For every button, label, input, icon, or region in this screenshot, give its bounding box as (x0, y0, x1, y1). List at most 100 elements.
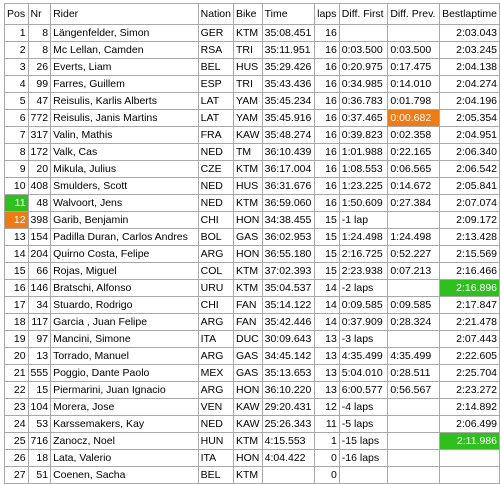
table-row[interactable]: 6 772 Reisulis, Janis Martins LAT YAM 35:45.9… (4, 109, 500, 127)
cell-diff-first: -2 laps (338, 279, 389, 297)
cell-rider: Reisulis, Karlis Alberts (50, 92, 199, 110)
column-header-pos[interactable]: Pos (4, 3, 29, 25)
cell-nation: ARG (197, 313, 234, 331)
cell-diff-prev: 0:03.500 (387, 41, 441, 59)
cell-nation: FRA (197, 126, 234, 144)
cell-rider: Morera, Jose (50, 398, 199, 416)
results-table: Pos Nr Rider Nation Bike Time laps Diff.… (4, 3, 500, 484)
table-row[interactable]: 11 48 Walvoort, Jens NED KTM 36:59.060 16 1:50.… (4, 194, 500, 212)
cell-nr: 53 (27, 415, 52, 433)
table-row[interactable]: 24 53 Karssemakers, Kay NED KAW 25:26.343 11 -5… (4, 415, 500, 433)
column-header-diff-prev[interactable]: Diff. Prev. (387, 3, 441, 25)
table-row[interactable]: 15 66 Rojas, Miguel COL KTM 37:02.393 15 2:23.9… (4, 262, 500, 280)
cell-rider: Mc Lellan, Camden (50, 41, 199, 59)
cell-bike: KAW (232, 398, 263, 416)
cell-time: 4:15.553 (261, 432, 316, 450)
column-header-rider[interactable]: Rider (50, 3, 199, 25)
table-row[interactable]: 10 408 Smulders, Scott NED HUS 36:31.676 16 1:2… (4, 177, 500, 195)
table-body: 1 8 Längenfelder, Simon GER KTM 35:08.451 16 2:… (4, 24, 500, 484)
column-header-bike[interactable]: Bike (232, 3, 263, 25)
cell-time: 4:04.422 (261, 449, 316, 467)
cell-nation: ESP (197, 75, 234, 93)
cell-rider: Smulders, Scott (50, 177, 199, 195)
cell-diff-prev: 0:00.682 (387, 109, 441, 127)
table-row[interactable]: 23 104 Morera, Jose VEN KAW 29:20.431 12 -4 lap… (4, 398, 500, 416)
cell-laps: 0 (314, 449, 340, 467)
cell-bestlaptime: 2:06.340 (439, 143, 500, 161)
cell-nation: NED (197, 415, 234, 433)
cell-laps: 12 (314, 398, 340, 416)
table-row[interactable]: 17 34 Stuardo, Rodrigo CHI FAN 35:14.122 14 0:0… (4, 296, 500, 314)
cell-time: 35:42.446 (261, 313, 316, 331)
table-row[interactable]: 13 154 Padilla Duran, Carlos Andres BOL GAS 3… (4, 228, 500, 246)
cell-laps: 16 (314, 177, 340, 195)
cell-time: 35:13.653 (261, 364, 316, 382)
cell-nr: 154 (27, 228, 52, 246)
cell-bike: FAN (232, 313, 263, 331)
column-header-nr[interactable]: Nr (27, 3, 52, 25)
table-row[interactable]: 14 204 Quirno Costa, Felipe ARG HON 36:55.180… (4, 245, 500, 263)
table-row[interactable]: 12 398 Garib, Benjamin CHI HON 34:38.455 15 -1 … (4, 211, 500, 229)
cell-nr: 317 (27, 126, 52, 144)
cell-bike: YAM (232, 109, 263, 127)
cell-bestlaptime: 2:06.499 (439, 415, 500, 433)
cell-diff-prev (387, 466, 441, 484)
cell-bike: HON (232, 381, 263, 399)
cell-nation: ITA (197, 330, 234, 348)
table-row[interactable]: 16 146 Bratschi, Alfonso URU KTM 35:04.537 14-… (4, 279, 500, 297)
table-row[interactable]: 26 18 Lata, Valerio ITA HON 4:04.422 0 -16 laps (4, 449, 500, 467)
cell-diff-first: 2:16.725 (338, 245, 389, 263)
cell-nr: 8 (27, 41, 52, 59)
table-row[interactable]: 18 117 Garcia , Juan Felipe ARG FAN 35:42.446… (4, 313, 500, 331)
cell-pos: 7 (4, 126, 29, 144)
cell-bestlaptime (439, 466, 500, 484)
cell-bestlaptime: 2:17.847 (439, 296, 500, 314)
table-row[interactable]: 4 99 Farres, Guillem ESP TRI 35:43.436 16 0:34.… (4, 75, 500, 93)
cell-rider: Bratschi, Alfonso (50, 279, 199, 297)
cell-diff-first (338, 24, 389, 42)
cell-diff-prev: 0:14.672 (387, 177, 441, 195)
table-row[interactable]: 9 20 Mikula, Julius CZE KTM 36:17.004 16 1:08.5… (4, 160, 500, 178)
cell-diff-prev: 0:52.227 (387, 245, 441, 263)
table-row[interactable]: 1 8 Längenfelder, Simon GER KTM 35:08.451 16 2:… (4, 24, 500, 42)
cell-bike: KAW (232, 126, 263, 144)
table-row[interactable]: 5 47 Reisulis, Karlis Alberts LAT YAM 35:45.2… (4, 92, 500, 110)
table-row[interactable]: 2 8 Mc Lellan, Camden RSA TRI 35:11.951 16 0:03… (4, 41, 500, 59)
cell-laps: 16 (314, 41, 340, 59)
cell-rider: Coenen, Sacha (50, 466, 199, 484)
cell-diff-prev: 0:17.475 (387, 58, 441, 76)
table-row[interactable]: 21 555 Poggio, Dante Paolo MEX GAS 35:13.653 1… (4, 364, 500, 382)
cell-rider: Farres, Guillem (50, 75, 199, 93)
column-header-bestlaptime[interactable]: Bestlaptime (439, 3, 500, 25)
cell-bestlaptime: 2:05.354 (439, 109, 500, 127)
table-row[interactable]: 8 172 Valk, Cas NED TM 36:10.439 16 1:01.988 0:2… (4, 143, 500, 161)
cell-time: 30:09.643 (261, 330, 316, 348)
column-header-diff-first[interactable]: Diff. First (338, 3, 389, 25)
cell-diff-first: 0:09.585 (338, 296, 389, 314)
cell-diff-prev: 0:02.358 (387, 126, 441, 144)
cell-nation: ARG (197, 381, 234, 399)
table-row[interactable]: 25 716 Zanocz, Noel HUN KTM 4:15.553 1 -15 laps… (4, 432, 500, 450)
table-row[interactable]: 22 15 Piermarini, Juan Ignacio ARG HON 36:10.… (4, 381, 500, 399)
table-row[interactable]: 3 26 Everts, Liam BEL HUS 35:29.426 16 0:20.975… (4, 58, 500, 76)
cell-laps: 15 (314, 262, 340, 280)
cell-nr: 47 (27, 92, 52, 110)
cell-bike: KAW (232, 415, 263, 433)
cell-bestlaptime: 2:06.542 (439, 160, 500, 178)
cell-pos: 10 (4, 177, 29, 195)
column-header-time[interactable]: Time (261, 3, 316, 25)
cell-nation: NED (197, 177, 234, 195)
table-row[interactable]: 20 13 Torrado, Manuel ARG GAS 34:45.142 13 4:35… (4, 347, 500, 365)
cell-diff-first: 0:37.465 (338, 109, 389, 127)
column-header-laps[interactable]: laps (314, 3, 340, 25)
table-row[interactable]: 7 317 Valin, Mathis FRA KAW 35:48.274 16 0:39.8… (4, 126, 500, 144)
cell-rider: Torrado, Manuel (50, 347, 199, 365)
table-row[interactable]: 19 97 Mancini, Simone ITA DUC 30:09.643 13 -3 l… (4, 330, 500, 348)
column-header-nation[interactable]: Nation (197, 3, 234, 25)
cell-diff-first: 0:36.783 (338, 92, 389, 110)
table-row[interactable]: 27 51 Coenen, Sacha BEL KTM 0 (4, 466, 500, 484)
cell-diff-first: 0:20.975 (338, 58, 389, 76)
cell-diff-prev: 0:01.798 (387, 92, 441, 110)
cell-nation: VEN (197, 398, 234, 416)
cell-pos: 27 (4, 466, 29, 484)
